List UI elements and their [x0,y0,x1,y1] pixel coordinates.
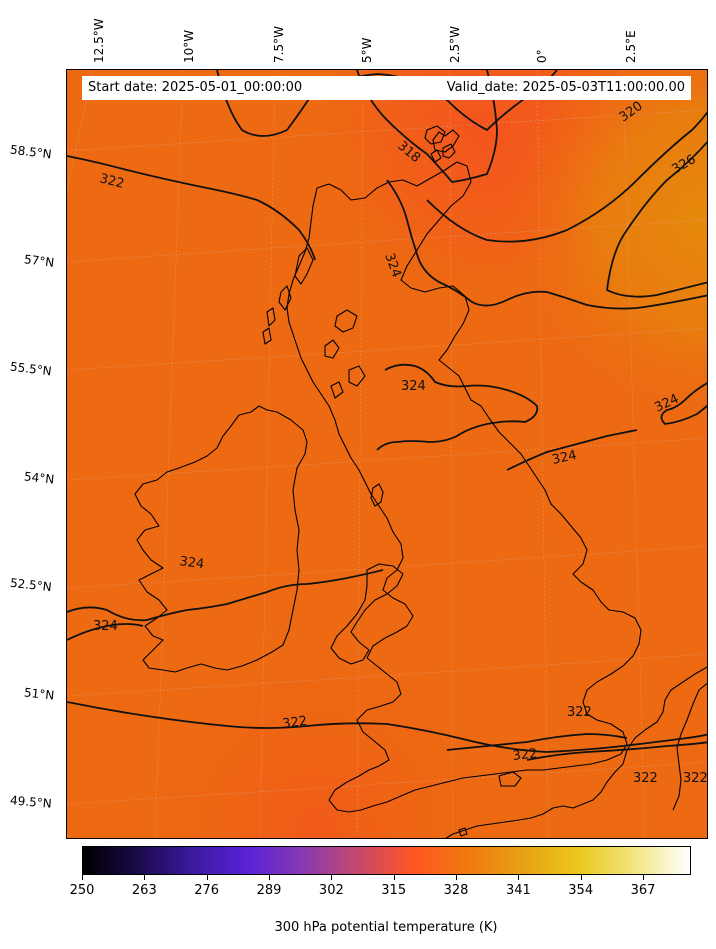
contour-324-east [660,382,707,425]
contour-326 [606,140,707,298]
contour-label: 322 [98,171,126,192]
colorbar-tick-mark [269,875,271,880]
contour-label: 322 [512,746,538,764]
map-canvas: 322 318 320 326 324 324 324 324 324 324 … [67,70,708,838]
colorbar [82,846,691,875]
colorbar-label: 300 hPa potential temperature (K) [274,920,498,935]
lon-label-0: 0° [535,49,549,63]
contour-324-scotland [386,179,707,310]
lon-label-10w: 10°W [182,29,196,63]
isle-of-wight-coast [498,771,522,787]
contour-label: 324 [401,379,426,394]
continent-coast [445,666,707,838]
lon-label-2-5e: 2.5°E [624,30,638,63]
contours [67,70,707,761]
colorbar-tick-label: 302 [318,883,344,898]
contour-label: 322 [683,771,708,786]
orkney-coast [424,125,446,145]
colorbar-tick-mark [393,875,395,880]
contour-322-channel [526,741,707,761]
colorbar-tick-mark [518,875,520,880]
colorbar-tick-mark [456,875,458,880]
colorbar-tick-mark [580,875,582,880]
contour-322-se [446,733,628,751]
contour-label: 322 [567,705,592,720]
lat-label-54n: 54°N [23,469,55,487]
colorbar-tick-mark [643,875,645,880]
lon-label-5w: 5°W [360,37,374,64]
contour-label: 324 [551,448,578,468]
ireland-coast [134,405,308,673]
map-panel: 322 318 320 326 324 324 324 324 324 324 … [66,69,708,839]
colorbar-tick-mark [331,875,333,880]
contour-label: 324 [93,619,118,634]
contour-label: 322 [633,771,658,786]
lat-label-58-5n: 58.5°N [9,142,53,162]
contour-324-ne [506,429,638,471]
contour-324-sw [67,623,144,641]
colorbar-tick-mark [206,875,208,880]
lon-label-12-5w: 12.5°W [92,18,106,63]
colorbar-tick-mark [82,875,83,880]
contour-322-south [67,701,707,753]
lat-label-55-5n: 55.5°N [9,359,53,379]
lat-label-57n: 57°N [23,252,55,270]
contour-label: 322 [281,714,308,732]
contour-320-east [426,111,707,243]
hebrides-coast [294,247,314,285]
contour-label: 324 [178,554,205,572]
great-britain-coast [286,161,642,813]
valid-date-label: Valid_date: 2025-05-03T11:00:00.00 [422,76,691,100]
lon-label-2-5w: 2.5°W [448,26,462,63]
cool-anomaly-south [67,70,707,838]
contour-322-north [67,155,316,261]
isle-of-man-coast [370,483,384,507]
colorbar-tick-label: 315 [381,883,407,898]
start-date-label: Start date: 2025-05-01_00:00:00 [82,76,422,100]
colorbar-tick-label: 354 [568,883,594,898]
lon-label-7-5w: 7.5°W [272,26,286,63]
wales-coast [330,563,404,665]
colorbar-tick-label: 250 [69,883,95,898]
lat-label-52-5n: 52.5°N [9,575,53,595]
colorbar-tick-mark [144,875,146,880]
colorbar-tick-label: 367 [630,883,656,898]
colorbar-tick-label: 341 [505,883,531,898]
colorbar-tick-label: 263 [131,883,157,898]
contour-318 [356,70,498,183]
contour-320-top [216,70,558,137]
colorbar-tick-label: 289 [256,883,282,898]
contour-324-mid [376,363,539,451]
colorbar-tick-label: 328 [443,883,469,898]
lat-label-49-5n: 49.5°N [9,793,53,811]
contour-labels: 322 318 320 326 324 324 324 324 324 324 … [93,99,708,786]
colorbar-tick-label: 276 [194,883,220,898]
contour-324-ireland [67,569,384,622]
coastlines [134,125,707,838]
lat-label-51n: 51°N [23,685,55,703]
